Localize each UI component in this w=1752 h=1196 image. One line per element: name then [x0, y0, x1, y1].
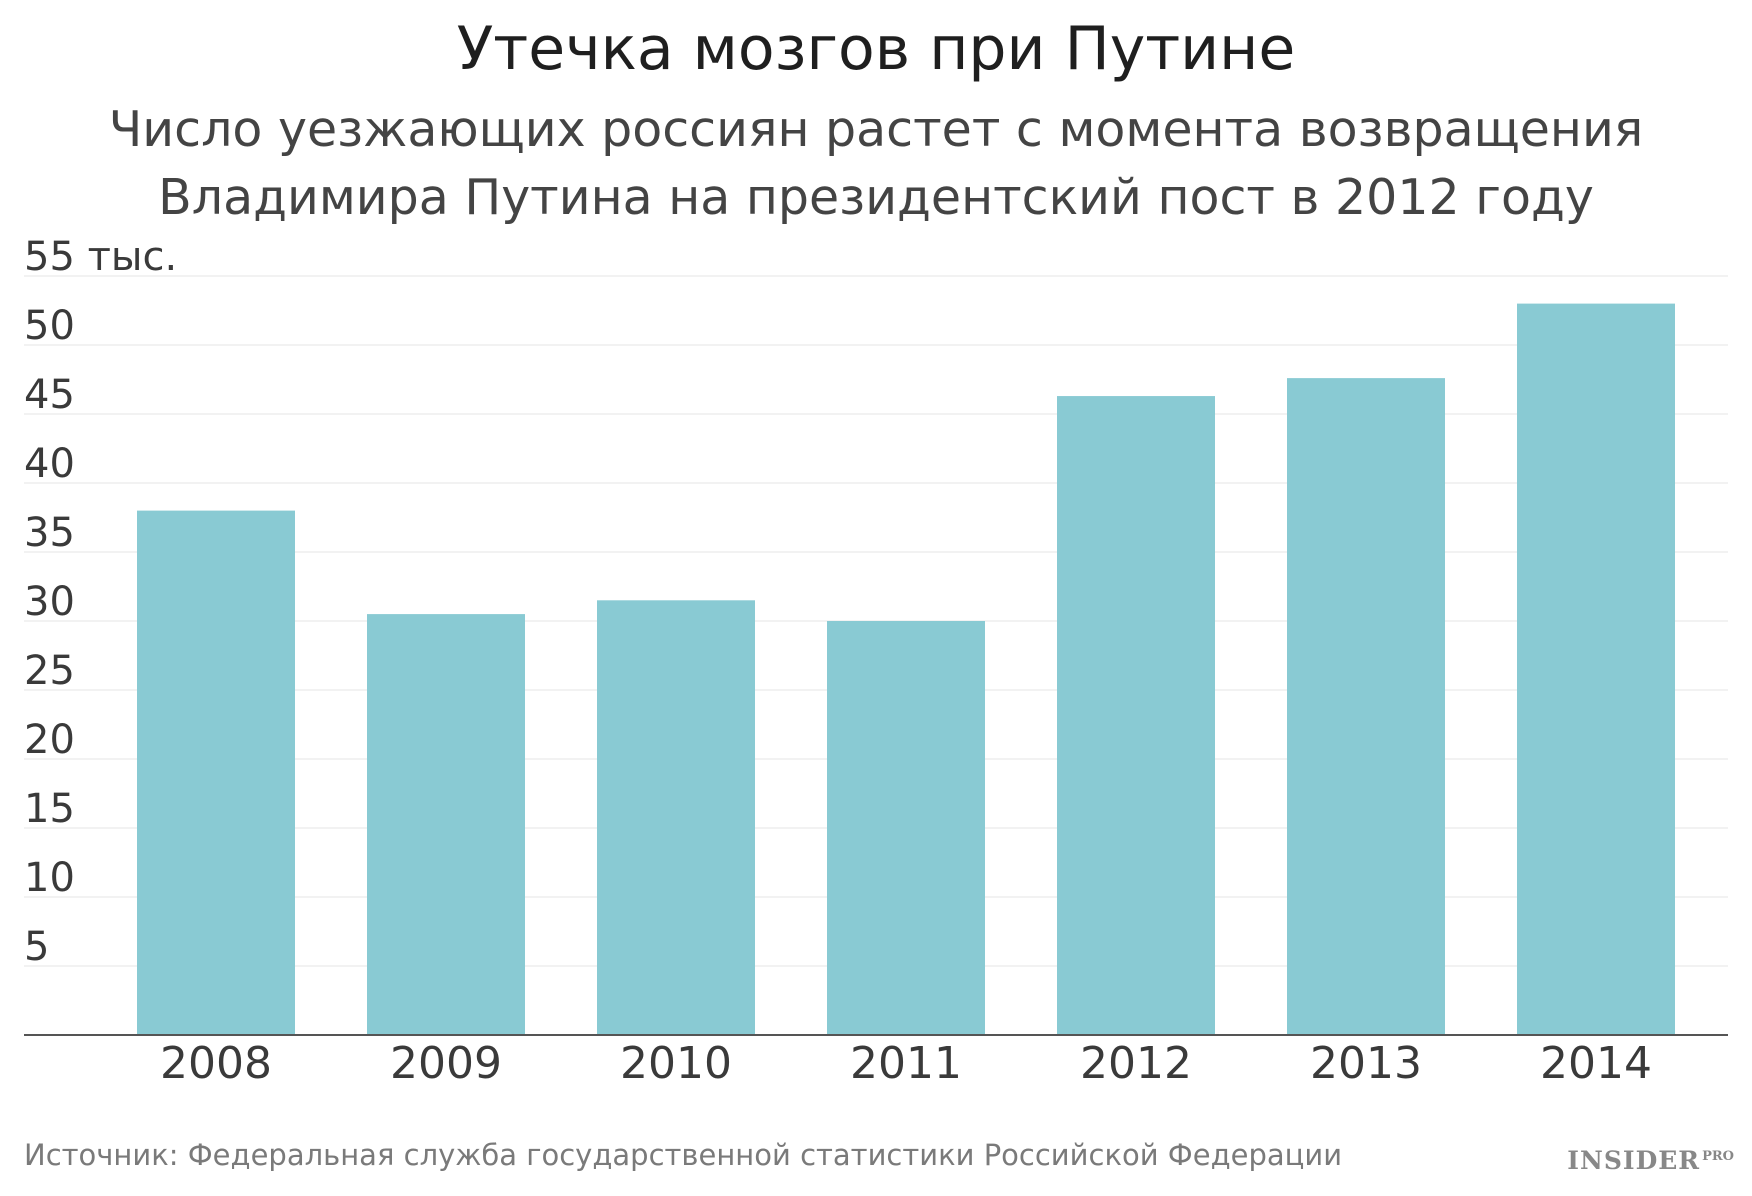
x-tick-label: 2013 — [1310, 1038, 1422, 1089]
bar-2008 — [137, 510, 295, 1036]
x-tick-labels: 2008 2009 2010 2011 2012 2013 2014 — [160, 1038, 1652, 1089]
bar-2012 — [1057, 396, 1215, 1035]
subtitle-line-2: Владимира Путина на президентский пост в… — [158, 169, 1594, 226]
x-tick-label: 2009 — [390, 1038, 502, 1089]
y-tick-label: 15 — [24, 786, 75, 832]
y-tick-label: 20 — [24, 717, 75, 763]
bar-2014 — [1517, 303, 1675, 1036]
logo-suffix: PRO — [1702, 1148, 1734, 1164]
bar-2010 — [597, 600, 755, 1035]
bars — [137, 303, 1675, 1036]
y-tick-label: 40 — [24, 441, 75, 487]
y-tick-label: 10 — [24, 855, 75, 901]
x-tick-label: 2008 — [160, 1038, 272, 1089]
bar-2013 — [1287, 378, 1445, 1035]
y-tick-label: 30 — [24, 579, 75, 625]
y-tick-label: 35 — [24, 510, 75, 556]
x-tick-label: 2012 — [1080, 1038, 1192, 1089]
y-tick-label: 45 — [24, 372, 75, 418]
chart-subtitle: Число уезжающих россиян растет с момента… — [0, 96, 1752, 232]
y-tick-label: 25 — [24, 648, 75, 694]
y-tick-label: 5 — [24, 924, 49, 970]
bar-2009 — [367, 614, 525, 1035]
y-tick-label: 50 — [24, 303, 75, 349]
source-note: Источник: Федеральная служба государстве… — [24, 1138, 1343, 1172]
x-tick-label: 2014 — [1540, 1038, 1652, 1089]
bar-2011 — [827, 621, 985, 1035]
y-tick-labels: 5 10 15 20 25 30 35 40 45 50 55 тыс. — [24, 234, 177, 970]
insider-pro-logo: INSIDER PRO — [1567, 1146, 1734, 1175]
x-tick-label: 2011 — [850, 1038, 962, 1089]
subtitle-line-1: Число уезжающих россиян растет с момента… — [108, 101, 1644, 158]
chart-title: Утечка мозгов при Путине — [456, 14, 1296, 84]
x-tick-label: 2010 — [620, 1038, 732, 1089]
logo-text: INSIDER — [1567, 1146, 1701, 1175]
y-tick-label: 55 тыс. — [24, 234, 177, 280]
